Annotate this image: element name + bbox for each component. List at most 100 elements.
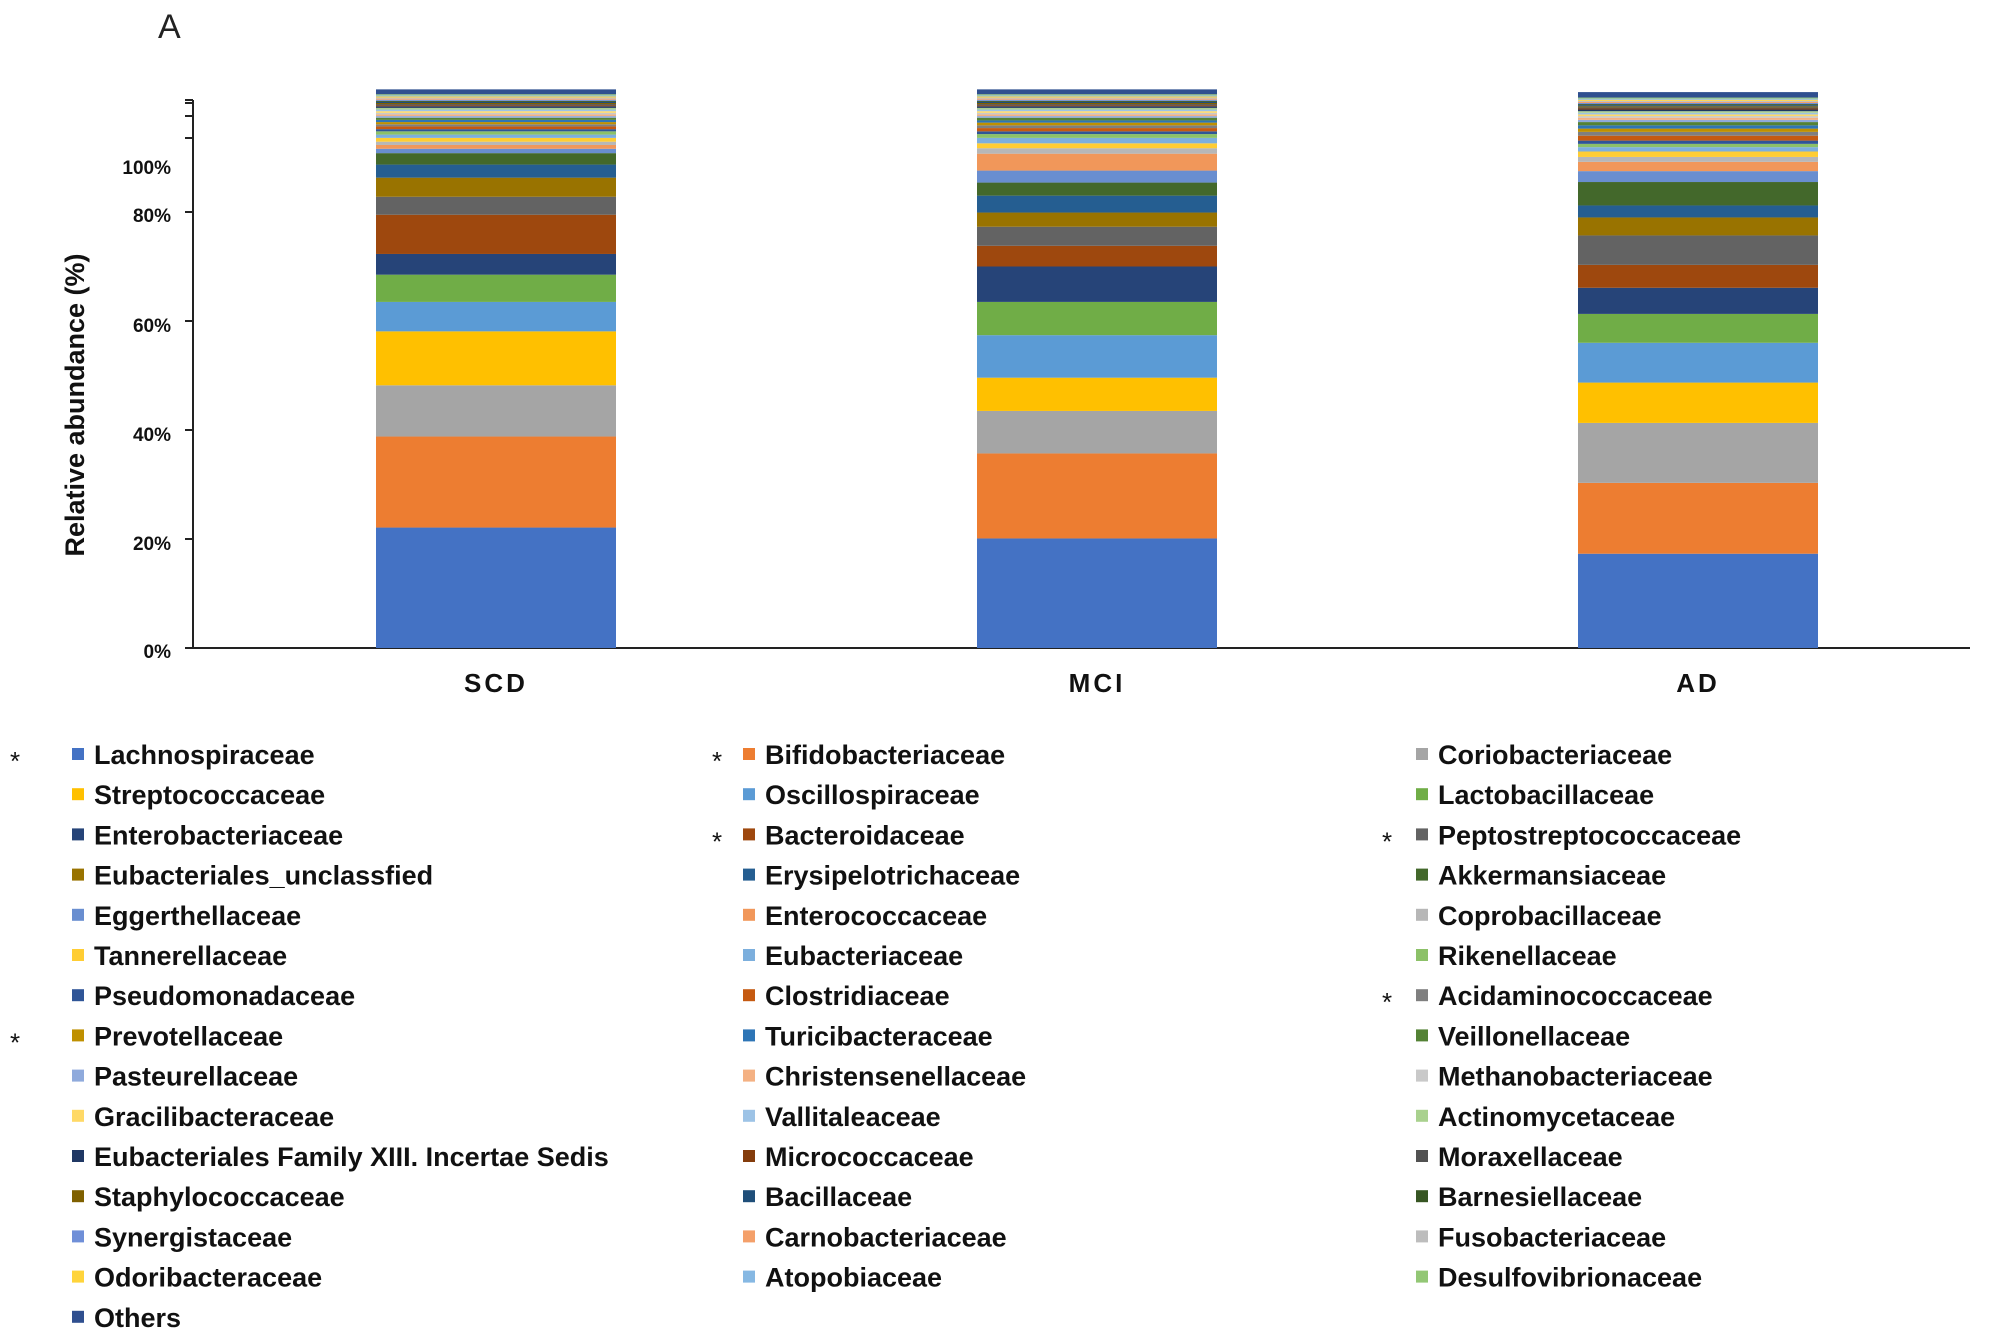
bar-segment <box>977 120 1217 123</box>
legend-label: Pseudomonadaceae <box>94 981 355 1011</box>
legend-swatch <box>1416 1029 1428 1042</box>
bar-segment <box>1578 217 1818 236</box>
legend-label: Barnesiellaceae <box>1438 1182 1642 1212</box>
legend-label: Methanobacteriaceae <box>1438 1062 1713 1092</box>
bar-segment <box>376 109 616 112</box>
legend-item: Eggerthellaceae <box>72 901 301 931</box>
legend-swatch <box>1416 868 1428 881</box>
bar-segment <box>376 301 616 332</box>
bar-segment <box>977 94 1217 96</box>
legend-label: Micrococcaceae <box>765 1142 974 1172</box>
bar-segment <box>1578 106 1818 108</box>
bar-segment <box>376 97 616 99</box>
legend: Lachnospiraceae * Bifidobacteriaceae * Corio… <box>10 740 1741 1329</box>
legend-swatch <box>743 828 755 841</box>
legend-item: Streptococcaceae <box>72 780 325 810</box>
legend-label: Carnobacteriaceae <box>765 1222 1007 1252</box>
bar-segment <box>977 335 1217 378</box>
legend-label: Prevotellaceae <box>94 1021 283 1051</box>
legend-swatch <box>1416 828 1428 841</box>
bars <box>376 89 1818 648</box>
legend-item: Akkermansiaceae <box>1416 861 1666 891</box>
bar-segment <box>977 104 1217 106</box>
legend-swatch <box>743 908 755 921</box>
bar-segment <box>1578 151 1818 157</box>
legend-swatch <box>72 989 84 1002</box>
bar-segment <box>376 177 616 197</box>
bar-segment <box>1578 117 1818 120</box>
legend-item: Turicibacteraceae <box>743 1021 993 1051</box>
bar-segment <box>376 331 616 386</box>
legend-item: Pseudomonadaceae <box>72 981 355 1011</box>
legend-item: Bacillaceae <box>743 1182 912 1212</box>
significance-star: * <box>712 826 722 856</box>
legend-swatch <box>72 1310 84 1323</box>
bar-segment <box>376 112 616 115</box>
bar-segment <box>977 182 1217 196</box>
bar-segment <box>1578 116 1818 118</box>
legend-label: Staphylococcaceae <box>94 1182 345 1212</box>
legend-item: Eubacteriaceae <box>743 941 963 971</box>
legend-item: Lactobacillaceae <box>1416 780 1654 810</box>
bar-segment <box>1578 422 1818 483</box>
legend-swatch <box>72 748 84 760</box>
legend-item: Eubacteriales Family XIII. Incertae Sedi… <box>72 1142 609 1172</box>
legend-swatch <box>1416 748 1428 760</box>
legend-item: Bacteroidaceae * <box>712 820 965 856</box>
legend-swatch <box>743 868 755 881</box>
bar-segment <box>376 144 616 149</box>
bar-segment <box>977 111 1217 113</box>
bar-segment <box>376 385 616 437</box>
bar-segment <box>977 128 1217 132</box>
legend-swatch <box>743 788 755 801</box>
legend-label: Eggerthellaceae <box>94 901 301 931</box>
legend-swatch <box>743 989 755 1002</box>
bar-segment <box>1578 99 1818 101</box>
legend-label: Lactobacillaceae <box>1438 780 1654 810</box>
bar-segment <box>977 109 1217 112</box>
legend-item: Carnobacteriaceae <box>743 1222 1007 1252</box>
bar-segment <box>977 122 1217 126</box>
legend-label: Coriobacteriaceae <box>1438 740 1672 770</box>
bar-segment <box>376 101 616 103</box>
legend-item: Enterobacteriaceae <box>72 820 343 850</box>
legend-label: Eubacteriaceae <box>765 941 963 971</box>
legend-swatch <box>72 868 84 881</box>
bar-segment <box>376 129 616 132</box>
legend-swatch <box>1416 1190 1428 1203</box>
bar-segment <box>376 117 616 120</box>
bar-segment <box>977 101 1217 103</box>
bar-segment <box>1578 382 1818 423</box>
legend-item: Pasteurellaceae <box>72 1062 298 1092</box>
legend-swatch <box>1416 1109 1428 1122</box>
legend-item: Synergistaceae <box>72 1222 292 1252</box>
legend-swatch <box>743 748 755 760</box>
bar-segment <box>1578 122 1818 126</box>
bar-segment <box>977 105 1217 107</box>
bar-segment <box>977 97 1217 99</box>
bar-segment <box>376 119 616 123</box>
legend-label: Streptococcaceae <box>94 780 325 810</box>
legend-item: Fusobacteriaceae <box>1416 1222 1666 1252</box>
legend-item: Christensenellaceae <box>743 1062 1026 1092</box>
bar-segment <box>1578 147 1818 152</box>
legend-item: Barnesiellaceae <box>1416 1182 1642 1212</box>
legend-label: Others <box>94 1303 181 1329</box>
legend-item: Odoribacteraceae <box>72 1263 322 1293</box>
bar-segment <box>977 107 1217 110</box>
y-tick-label: 20% <box>133 534 171 555</box>
legend-label: Vallitaleaceae <box>765 1102 941 1132</box>
bar-segment <box>1578 182 1818 206</box>
x-tick-label: AD <box>1676 668 1720 698</box>
legend-item: Enterococcaceae <box>743 901 987 931</box>
y-tick-label: 80% <box>133 206 171 227</box>
legend-label: Synergistaceae <box>94 1222 292 1252</box>
bar-segment <box>376 153 616 165</box>
legend-swatch <box>743 1230 755 1243</box>
bar-segment <box>1578 205 1818 218</box>
legend-label: Enterobacteriaceae <box>94 820 343 850</box>
bar-segment <box>376 104 616 106</box>
bar-segment <box>1578 100 1818 102</box>
legend-swatch <box>72 949 84 961</box>
bar-segment <box>376 103 616 105</box>
